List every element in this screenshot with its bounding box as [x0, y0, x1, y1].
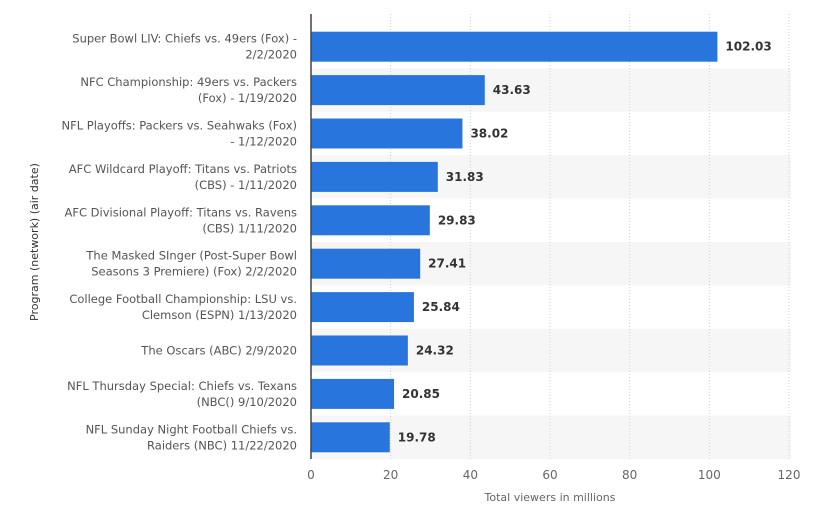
bar [311, 292, 414, 323]
bar [311, 248, 421, 279]
category-label: 2/2/2020 [245, 48, 297, 62]
x-tick-label: 60 [542, 468, 557, 482]
category-label: Clemson (ESPN) 1/13/2020 [142, 308, 297, 322]
category-label: (CBS) - 1/11/2020 [195, 178, 297, 192]
bar [311, 422, 390, 453]
category-label: (CBS) 1/11/2020 [202, 221, 297, 235]
x-tick-label: 40 [463, 468, 478, 482]
data-label: 25.84 [422, 300, 460, 314]
category-label: AFC Divisional Playoff: Titans vs. Raven… [64, 205, 297, 219]
category-label: (NBC() 9/10/2020 [197, 395, 297, 409]
category-label: Super Bowl LIV: Chiefs vs. 49ers (Fox) - [72, 32, 297, 46]
category-label: NFC Championship: 49ers vs. Packers [80, 75, 297, 89]
data-label: 24.32 [416, 344, 454, 358]
category-label: Raiders (NBC) 11/22/2020 [147, 438, 297, 452]
data-label: 31.83 [446, 170, 484, 184]
bar [311, 335, 408, 366]
bar [311, 378, 395, 409]
category-label: College Football Championship: LSU vs. [69, 292, 297, 306]
bar [311, 31, 718, 62]
data-label: 43.63 [493, 83, 531, 97]
data-label: 38.02 [470, 127, 508, 141]
data-label: 29.83 [438, 213, 476, 227]
data-label: 20.85 [402, 387, 440, 401]
category-label: Seasons 3 Premiere) (Fox) 2/2/2020 [91, 265, 297, 279]
category-label: AFC Wildcard Playoff: Titans vs. Patriot… [69, 162, 297, 176]
bar [311, 118, 463, 149]
x-tick-label: 100 [698, 468, 721, 482]
category-label: The Masked SInger (Post-Super Bowl [85, 249, 297, 263]
bar [311, 205, 430, 236]
bar [311, 161, 438, 192]
category-label: NFL Sunday Night Football Chiefs vs. [86, 422, 297, 436]
x-tick-label: 20 [383, 468, 398, 482]
data-label: 27.41 [428, 257, 466, 271]
category-label: NFL Thursday Special: Chiefs vs. Texans [67, 379, 297, 393]
category-label: NFL Playoffs: Packers vs. Seahwaks (Fox) [62, 119, 297, 133]
bar [311, 75, 485, 106]
data-label: 102.03 [725, 40, 771, 54]
x-tick-label: 0 [307, 468, 315, 482]
category-label: (Fox) - 1/19/2020 [198, 91, 297, 105]
category-label: The Oscars (ABC) 2/9/2020 [140, 344, 297, 358]
x-tick-label: 80 [622, 468, 637, 482]
x-tick-label: 120 [778, 468, 801, 482]
category-label: - 1/12/2020 [230, 135, 297, 149]
x-axis-title: Total viewers in millions [484, 491, 616, 504]
data-label: 19.78 [398, 430, 436, 444]
y-axis-title: Program (network) (air date) [28, 163, 41, 321]
